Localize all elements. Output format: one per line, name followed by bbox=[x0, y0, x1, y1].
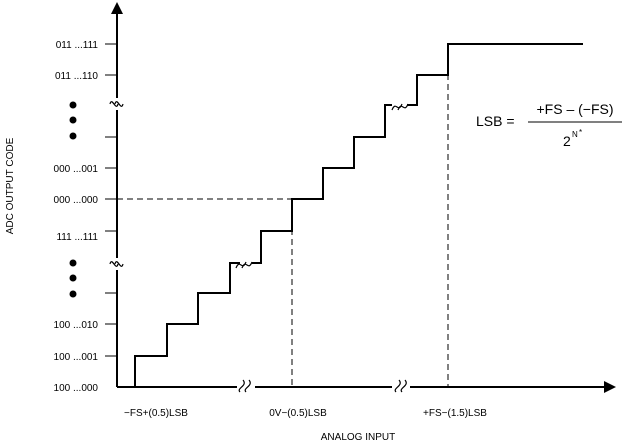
x-tick-label-zero: 0V−(0.5)LSB bbox=[269, 408, 327, 419]
lsb-formula: LSB = +FS – (−FS) 2 N * bbox=[476, 101, 622, 149]
ellipsis-dots-upper bbox=[69, 101, 77, 140]
x-axis-title: ANALOG INPUT bbox=[321, 432, 395, 443]
staircase-break-lower bbox=[235, 261, 253, 269]
formula-lhs: LSB = bbox=[476, 113, 515, 129]
y-axis-arrowhead bbox=[111, 2, 123, 14]
ellipsis-dots-lower bbox=[69, 259, 77, 298]
formula-denominator-exponent: N bbox=[572, 130, 578, 139]
y-tick-label-011-110: 011 ...110 bbox=[55, 71, 98, 82]
y-axis-break-lower bbox=[109, 258, 124, 270]
formula-asterisk: * bbox=[579, 128, 582, 137]
y-tick-label-011-111: 011 ...111 bbox=[56, 40, 99, 51]
staircase-upper bbox=[407, 43, 583, 106]
x-tick-label-pos-fs: +FS−(1.5)LSB bbox=[423, 408, 487, 419]
x-axis-break-right bbox=[392, 379, 410, 393]
y-axis-break-upper bbox=[109, 98, 124, 110]
y-tick-label-111-111: 111 ...111 bbox=[56, 232, 98, 243]
y-tick-label-000-000: 000 ...000 bbox=[54, 195, 99, 206]
formula-denominator-base: 2 bbox=[563, 133, 571, 149]
y-tick-label-100-010: 100 ...010 bbox=[54, 320, 99, 331]
staircase-middle bbox=[252, 104, 392, 264]
x-tick-label-neg-fs: −FS+(0.5)LSB bbox=[124, 408, 188, 419]
y-tick-label-100-000: 100 ...000 bbox=[54, 383, 99, 394]
x-axis-break-left bbox=[237, 379, 255, 393]
y-axis-title: ADC OUTPUT CODE bbox=[5, 137, 16, 234]
y-tick-label-100-001: 100 ...001 bbox=[54, 352, 99, 363]
formula-numerator: +FS – (−FS) bbox=[536, 101, 613, 117]
y-ticks bbox=[105, 43, 117, 357]
x-axis-arrowhead bbox=[604, 381, 616, 393]
dashed-reference-lines bbox=[117, 44, 449, 387]
y-tick-label-000-001: 000 ...001 bbox=[54, 164, 99, 175]
staircase-break-upper bbox=[391, 103, 409, 111]
staircase-lower bbox=[117, 262, 240, 388]
